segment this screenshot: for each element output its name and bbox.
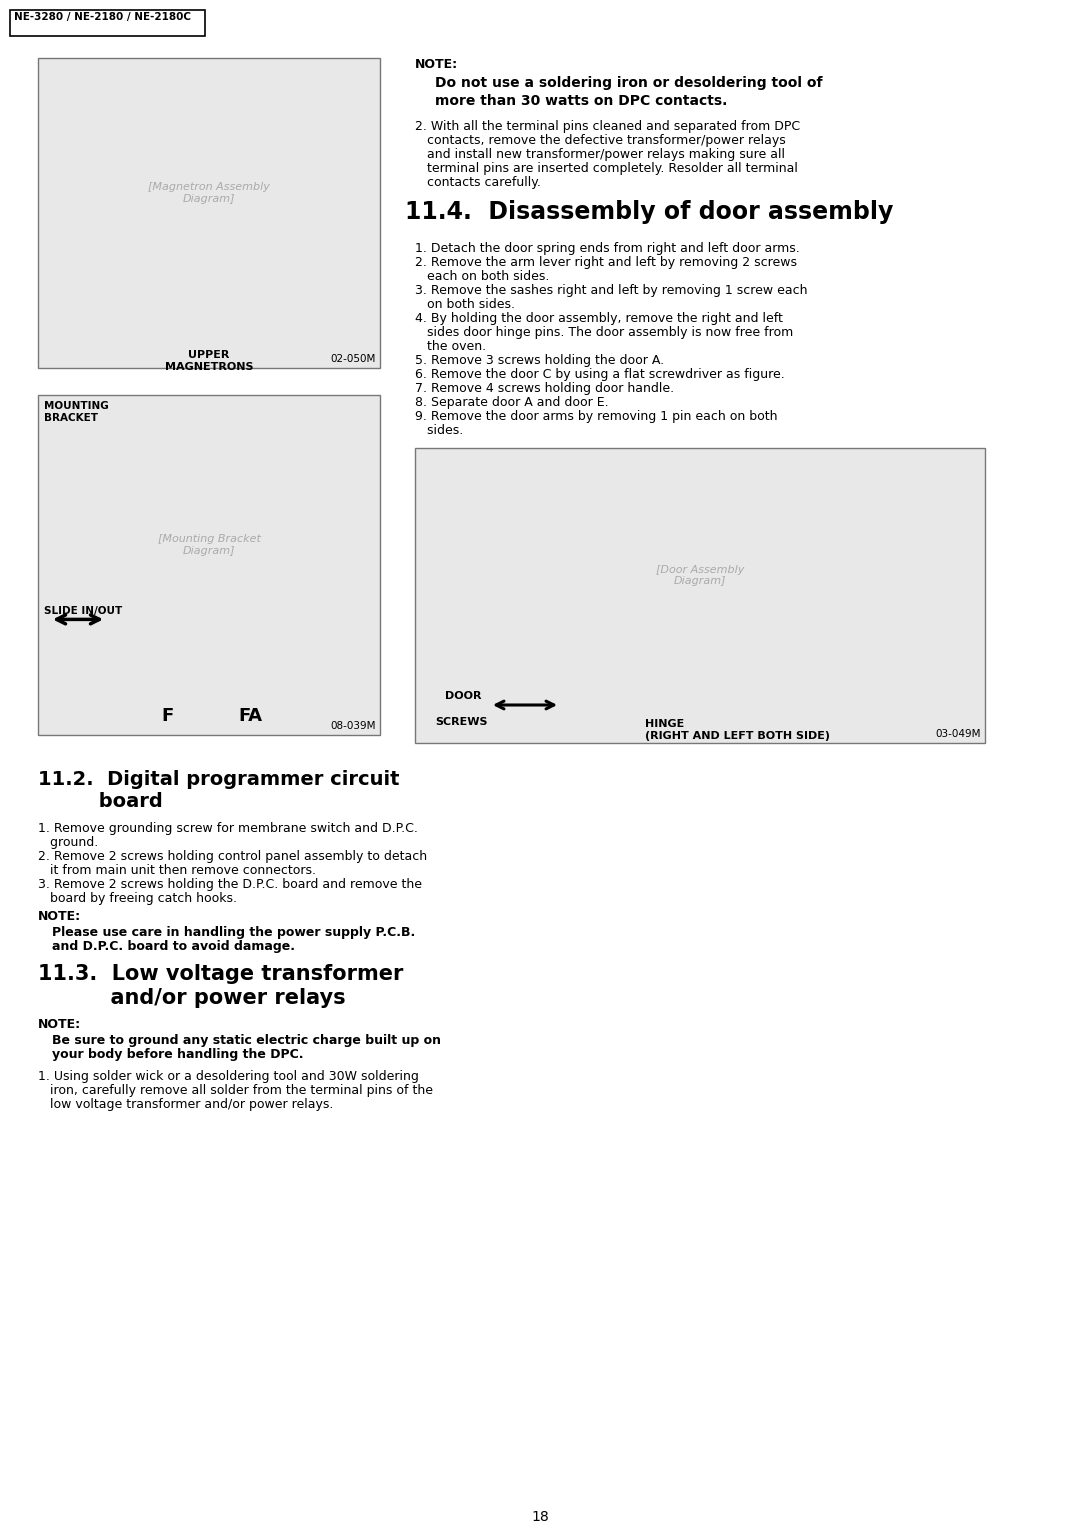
Text: UPPER
MAGNETRONS: UPPER MAGNETRONS <box>165 350 253 371</box>
Text: each on both sides.: each on both sides. <box>415 270 550 283</box>
Text: sides.: sides. <box>415 423 463 437</box>
Text: board: board <box>38 792 163 811</box>
Bar <box>415 448 985 743</box>
Text: F: F <box>162 707 174 724</box>
Text: board by freeing catch hooks.: board by freeing catch hooks. <box>38 892 237 905</box>
Text: 11.4.  Disassembly of door assembly: 11.4. Disassembly of door assembly <box>405 200 893 225</box>
Text: 7. Remove 4 screws holding door handle.: 7. Remove 4 screws holding door handle. <box>415 382 674 396</box>
Bar <box>10 11 205 37</box>
Text: SCREWS: SCREWS <box>435 717 487 727</box>
Text: sides door hinge pins. The door assembly is now free from: sides door hinge pins. The door assembly… <box>415 325 793 339</box>
Text: it from main unit then remove connectors.: it from main unit then remove connectors… <box>38 863 316 877</box>
Text: Do not use a soldering iron or desoldering tool of: Do not use a soldering iron or desolderi… <box>435 76 823 90</box>
Bar <box>38 396 380 735</box>
Text: 3. Remove the sashes right and left by removing 1 screw each: 3. Remove the sashes right and left by r… <box>415 284 808 296</box>
Text: 03-049M: 03-049M <box>935 729 981 740</box>
Text: 2. Remove 2 screws holding control panel assembly to detach: 2. Remove 2 screws holding control panel… <box>38 850 427 863</box>
Text: 2. With all the terminal pins cleaned and separated from DPC: 2. With all the terminal pins cleaned an… <box>415 121 800 133</box>
Text: NOTE:: NOTE: <box>38 911 81 923</box>
Text: and install new transformer/power relays making sure all: and install new transformer/power relays… <box>415 148 785 160</box>
Text: terminal pins are inserted completely. Resolder all terminal: terminal pins are inserted completely. R… <box>415 162 798 176</box>
Text: and/or power relays: and/or power relays <box>38 989 346 1008</box>
Text: FA: FA <box>238 707 262 724</box>
Text: SLIDE IN/OUT: SLIDE IN/OUT <box>44 605 122 616</box>
Text: 18: 18 <box>531 1510 549 1523</box>
Text: DOOR: DOOR <box>445 691 482 701</box>
Text: [Door Assembly
Diagram]: [Door Assembly Diagram] <box>656 565 744 587</box>
Text: iron, carefully remove all solder from the terminal pins of the: iron, carefully remove all solder from t… <box>38 1083 433 1097</box>
Text: ground.: ground. <box>38 836 98 850</box>
Text: low voltage transformer and/or power relays.: low voltage transformer and/or power rel… <box>38 1099 334 1111</box>
Text: 11.2.  Digital programmer circuit: 11.2. Digital programmer circuit <box>38 770 400 788</box>
Text: 6. Remove the door C by using a flat screwdriver as figure.: 6. Remove the door C by using a flat scr… <box>415 368 785 380</box>
Text: 02-050M: 02-050M <box>330 354 376 364</box>
Text: HINGE
(RIGHT AND LEFT BOTH SIDE): HINGE (RIGHT AND LEFT BOTH SIDE) <box>645 720 831 741</box>
Text: contacts, remove the defective transformer/power relays: contacts, remove the defective transform… <box>415 134 786 147</box>
Text: 5. Remove 3 screws holding the door A.: 5. Remove 3 screws holding the door A. <box>415 354 664 367</box>
Text: Please use care in handling the power supply P.C.B.: Please use care in handling the power su… <box>52 926 415 940</box>
Text: 8. Separate door A and door E.: 8. Separate door A and door E. <box>415 396 609 410</box>
Text: 3. Remove 2 screws holding the D.P.C. board and remove the: 3. Remove 2 screws holding the D.P.C. bo… <box>38 879 422 891</box>
Text: and D.P.C. board to avoid damage.: and D.P.C. board to avoid damage. <box>52 940 295 953</box>
Text: NOTE:: NOTE: <box>38 1018 81 1031</box>
Text: 2. Remove the arm lever right and left by removing 2 screws: 2. Remove the arm lever right and left b… <box>415 257 797 269</box>
Text: [Magnetron Assembly
Diagram]: [Magnetron Assembly Diagram] <box>148 182 270 203</box>
Text: [Mounting Bracket
Diagram]: [Mounting Bracket Diagram] <box>158 535 260 556</box>
Text: more than 30 watts on DPC contacts.: more than 30 watts on DPC contacts. <box>435 95 727 108</box>
Text: 11.3.  Low voltage transformer: 11.3. Low voltage transformer <box>38 964 403 984</box>
Text: Be sure to ground any static electric charge built up on: Be sure to ground any static electric ch… <box>52 1034 441 1047</box>
Text: 9. Remove the door arms by removing 1 pin each on both: 9. Remove the door arms by removing 1 pi… <box>415 410 778 423</box>
Bar <box>38 58 380 368</box>
Text: contacts carefully.: contacts carefully. <box>415 176 541 189</box>
Text: 1. Remove grounding screw for membrane switch and D.P.C.: 1. Remove grounding screw for membrane s… <box>38 822 418 834</box>
Text: NOTE:: NOTE: <box>415 58 458 70</box>
Text: the oven.: the oven. <box>415 341 486 353</box>
Text: 1. Detach the door spring ends from right and left door arms.: 1. Detach the door spring ends from righ… <box>415 241 800 255</box>
Text: NE-3280 / NE-2180 / NE-2180C: NE-3280 / NE-2180 / NE-2180C <box>14 12 191 21</box>
Text: your body before handling the DPC.: your body before handling the DPC. <box>52 1048 303 1060</box>
Text: on both sides.: on both sides. <box>415 298 515 312</box>
Text: 4. By holding the door assembly, remove the right and left: 4. By holding the door assembly, remove … <box>415 312 783 325</box>
Text: 1. Using solder wick or a desoldering tool and 30W soldering: 1. Using solder wick or a desoldering to… <box>38 1070 419 1083</box>
Text: 08-039M: 08-039M <box>330 721 376 730</box>
Text: MOUNTING
BRACKET: MOUNTING BRACKET <box>44 400 109 423</box>
